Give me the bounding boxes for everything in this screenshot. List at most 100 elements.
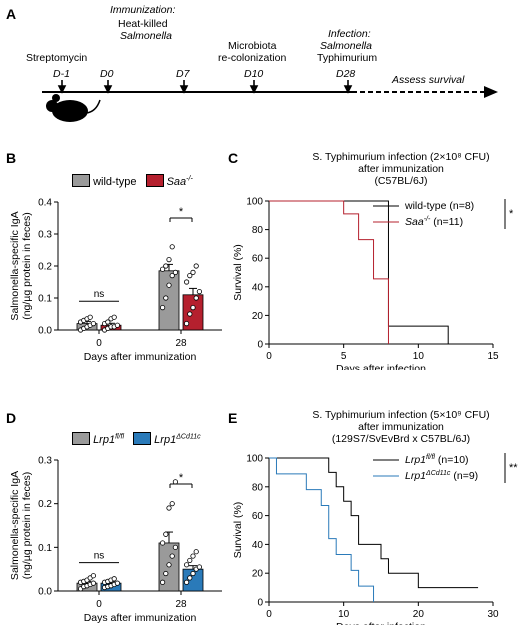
x-tick-label: 0 bbox=[266, 609, 272, 620]
panel-label-e: E bbox=[228, 410, 238, 426]
data-point bbox=[190, 305, 196, 311]
chart-title-line3: (129S7/SvEvBrd x C57BL/6J) bbox=[332, 433, 470, 445]
legend-d-ko-label: Lrp1ΔCd11c bbox=[154, 433, 201, 446]
legend-b-ko-swatch bbox=[145, 174, 164, 187]
data-point bbox=[187, 311, 193, 317]
x-axis-label: Days after immunization bbox=[84, 351, 197, 363]
x-tick-label: 28 bbox=[175, 338, 187, 349]
legend-b: wild-type Saa-/- bbox=[72, 174, 193, 188]
data-point bbox=[184, 562, 190, 568]
mouse-icon bbox=[46, 94, 101, 122]
data-point bbox=[163, 531, 169, 537]
data-point bbox=[163, 263, 169, 269]
survival-curve bbox=[269, 457, 479, 589]
data-point bbox=[114, 322, 121, 328]
event-salmonella-2-label: Salmonella bbox=[320, 40, 372, 52]
data-point bbox=[190, 269, 196, 276]
data-point bbox=[190, 553, 196, 559]
y-tick-label: 100 bbox=[246, 454, 263, 465]
y-tick-label: 0 bbox=[257, 340, 263, 351]
event-d0: D0 bbox=[100, 68, 114, 80]
data-point bbox=[187, 575, 193, 581]
y-tick-label: 0.1 bbox=[38, 294, 52, 305]
legend-label: Saa-/- (n=11) bbox=[405, 216, 463, 228]
panel-label-d: D bbox=[6, 410, 17, 426]
panel-label-b: B bbox=[6, 150, 17, 166]
y-tick-label: 0 bbox=[257, 598, 263, 609]
panel-label-c: C bbox=[228, 150, 239, 166]
data-point bbox=[169, 273, 175, 279]
event-infection-label: Infection: bbox=[328, 28, 371, 40]
data-point bbox=[184, 321, 190, 327]
y-tick-label: 40 bbox=[252, 282, 264, 293]
y-tick-label: 0.0 bbox=[38, 587, 52, 598]
x-tick-label: 28 bbox=[175, 599, 187, 610]
event-typhimurium-label: Typhimurium bbox=[317, 52, 378, 64]
data-point bbox=[111, 314, 117, 320]
x-tick-label: 10 bbox=[413, 351, 425, 362]
survival-curve bbox=[269, 200, 389, 344]
data-point bbox=[187, 273, 193, 279]
y-axis-label-line2: (ng/µg protein in feces) bbox=[21, 472, 33, 580]
sig-label-star: * bbox=[179, 472, 184, 484]
event-d-minus-1: D-1 bbox=[53, 68, 70, 80]
chart-b: 0.0 0.1 0.2 0.3 0.4 0 28 ns * Salmonella-specific… bbox=[9, 198, 222, 363]
legend-b-wt-label: wild-type bbox=[93, 176, 137, 188]
y-axis-label-line1: Salmonella-specific IgA bbox=[9, 471, 21, 580]
x-tick-label: 15 bbox=[487, 351, 499, 362]
y-tick-label: 0.3 bbox=[38, 456, 52, 467]
y-tick-label: 80 bbox=[252, 482, 264, 493]
event-d28: D28 bbox=[336, 68, 356, 80]
data-point bbox=[169, 553, 175, 559]
timeline-event-arrows bbox=[57, 80, 353, 94]
x-tick-label: 30 bbox=[487, 609, 499, 620]
data-point bbox=[184, 279, 190, 285]
x-tick-label: 5 bbox=[341, 351, 347, 362]
legend-d: Lrp1fl/fl Lrp1ΔCd11c bbox=[72, 432, 201, 446]
data-point bbox=[114, 580, 121, 586]
x-tick-label: 0 bbox=[266, 351, 272, 362]
y-tick-label: 60 bbox=[252, 254, 264, 265]
data-point bbox=[172, 479, 178, 485]
data-point bbox=[160, 305, 166, 311]
legend-label: Lrp1ΔCd11c (n=9) bbox=[405, 470, 478, 482]
y-tick-label: 0.1 bbox=[38, 543, 52, 554]
data-point bbox=[90, 573, 97, 579]
y-tick-label: 0.3 bbox=[38, 230, 52, 241]
event-immunization-label: Immunization: bbox=[110, 4, 176, 16]
timeline-arrowhead bbox=[484, 86, 498, 98]
x-axis-label: Days after immunization bbox=[84, 612, 197, 624]
data-point bbox=[160, 266, 166, 272]
data-point bbox=[160, 540, 166, 546]
event-d7: D7 bbox=[176, 68, 190, 80]
x-tick-label: 0 bbox=[96, 338, 102, 349]
assess-survival-label: Assess survival bbox=[392, 74, 465, 86]
chart-title-line2: after immunization bbox=[358, 421, 444, 433]
data-point bbox=[166, 505, 172, 511]
sig-label-star: * bbox=[179, 206, 184, 218]
x-tick-label: 10 bbox=[338, 609, 350, 620]
legend-label: Lrp1fl/fl (n=10) bbox=[405, 454, 469, 466]
sig-label: ** bbox=[509, 462, 518, 474]
sig-label-ns: ns bbox=[94, 289, 105, 300]
data-point bbox=[169, 244, 175, 250]
legend-b-ko-label: Saa-/- bbox=[166, 175, 193, 188]
bar-wild-type bbox=[158, 270, 180, 331]
data-point bbox=[166, 257, 172, 263]
chart-title-line1: S. Typhimurium infection (5×10⁹ CFU) bbox=[312, 409, 489, 421]
panel-label-a: A bbox=[6, 6, 17, 22]
chart-e: S. Typhimurium infection (5×10⁹ CFU)afte… bbox=[232, 409, 518, 625]
data-point bbox=[105, 319, 111, 325]
event-microbiota-label: Microbiota bbox=[228, 40, 277, 52]
data-point bbox=[166, 282, 172, 288]
x-tick-label: 0 bbox=[96, 599, 102, 610]
data-point bbox=[190, 570, 196, 577]
y-tick-label: 20 bbox=[252, 569, 264, 580]
data-point bbox=[111, 576, 117, 582]
y-tick-label: 0.4 bbox=[38, 198, 52, 209]
data-point bbox=[196, 289, 202, 295]
event-salmonella-label: Salmonella bbox=[120, 30, 172, 42]
legend-b-wt-swatch bbox=[72, 174, 90, 187]
y-tick-label: 0.2 bbox=[38, 499, 52, 510]
y-tick-label: 20 bbox=[252, 311, 264, 322]
